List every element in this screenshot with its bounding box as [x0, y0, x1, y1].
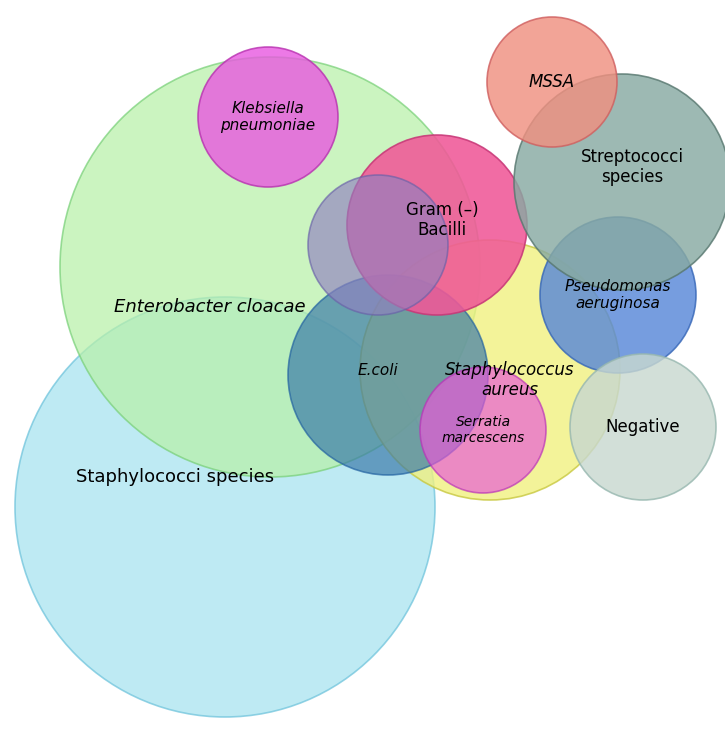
- Circle shape: [15, 297, 435, 717]
- Circle shape: [60, 57, 480, 477]
- Circle shape: [514, 74, 725, 290]
- Text: Gram (–)
Bacilli: Gram (–) Bacilli: [406, 200, 479, 240]
- Text: Staphylococcus
aureus: Staphylococcus aureus: [445, 360, 575, 399]
- Text: Streptococci
species: Streptococci species: [581, 147, 684, 186]
- Text: Enterobacter cloacae: Enterobacter cloacae: [114, 298, 306, 316]
- Circle shape: [198, 47, 338, 187]
- Circle shape: [308, 175, 448, 315]
- Text: Serratia
marcescens: Serratia marcescens: [442, 415, 525, 445]
- Text: Negative: Negative: [605, 418, 680, 436]
- Text: Pseudomonas
aeruginosa: Pseudomonas aeruginosa: [565, 279, 671, 311]
- Circle shape: [360, 240, 620, 500]
- Text: E.coli: E.coli: [357, 363, 398, 377]
- Circle shape: [288, 275, 488, 475]
- Text: Staphylococci species: Staphylococci species: [76, 468, 274, 486]
- Text: Klebsiella
pneumoniae: Klebsiella pneumoniae: [220, 101, 315, 133]
- Circle shape: [570, 354, 716, 500]
- Circle shape: [347, 135, 527, 315]
- Text: MSSA: MSSA: [529, 73, 575, 91]
- Circle shape: [487, 17, 617, 147]
- Circle shape: [540, 217, 696, 373]
- Circle shape: [420, 367, 546, 493]
